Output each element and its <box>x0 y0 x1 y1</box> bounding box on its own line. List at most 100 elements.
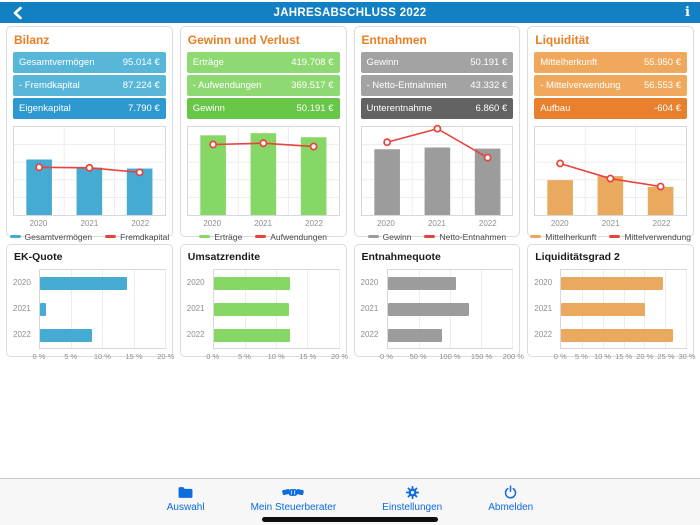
stat-value: 56.553 € <box>644 80 681 91</box>
hbar-2020 <box>213 276 290 290</box>
x-axis-years: 2020 2021 2022 <box>187 216 340 229</box>
combo-chart-svg <box>187 127 339 215</box>
info-button[interactable]: i <box>685 2 690 23</box>
stat-row-gewinn: Gewinn 50.191 € <box>186 98 340 119</box>
line-marker-2020 <box>556 159 565 168</box>
ratio-chart-title: Umsatzrendite <box>187 251 261 263</box>
ratio-chart-title: Liquiditätsgrad 2 <box>535 251 620 263</box>
ek-quote-card: EK-Quote 2020 2021 2022 0 % 5 % 10 % 15 % 20 % <box>6 244 174 361</box>
tab-label: Einstellungen <box>382 502 443 513</box>
ratio-chart-title: Entnahmequote <box>361 251 441 263</box>
stat-row-eigenkapital: Eigenkapital 7.790 € <box>13 98 166 119</box>
tab-abmelden[interactable]: Abmelden <box>488 485 533 525</box>
legend-label: Gesamtvermögen <box>24 231 93 242</box>
section-title-entnahmen: Entnahmen <box>361 33 427 47</box>
line-marker-2020 <box>382 138 391 147</box>
back-button[interactable] <box>12 2 24 23</box>
umsatzrendite-card: Umsatzrendite 2020 2021 2022 0 % 5 % 10 % 15 %… <box>179 244 348 361</box>
tick-label: 20 % <box>636 352 654 361</box>
stat-value: -604 € <box>654 103 681 114</box>
stat-label: - Fremdkapital <box>19 80 80 91</box>
stat-label: - Aufwendungen <box>192 80 262 91</box>
legend-swatch-bar <box>530 235 542 238</box>
stat-value: 419.708 € <box>291 57 334 68</box>
line-marker-2020 <box>35 163 44 172</box>
entnahmen-card: Entnahmen Gewinn 50.191 € - Netto-Entnah… <box>353 26 521 242</box>
year-label: 2022 <box>131 219 150 228</box>
entnahmequote-chart: 2020 2021 2022 0 % 50 % 100 % 150 % 200 % <box>360 269 524 361</box>
tick-label: 15 % <box>615 352 633 361</box>
ratio-plot <box>212 269 340 349</box>
power-icon <box>505 485 517 499</box>
hbar-2022 <box>213 328 290 342</box>
line-marker-2022 <box>656 182 665 191</box>
gridline <box>102 270 104 348</box>
section-title-bilanz: Bilanz <box>14 33 50 47</box>
page-title: JAHRESABSCHLUSS 2022 <box>273 6 427 19</box>
chart-legend: Gesamtvermögen Fremdkapital <box>9 229 170 244</box>
gridline <box>665 270 667 348</box>
stat-label: Aufbau <box>540 103 571 114</box>
gridline <box>512 270 514 348</box>
year-label: 2021 <box>186 303 205 313</box>
bar-2021 <box>424 147 450 215</box>
tab-einstellungen[interactable]: Einstellungen <box>382 485 442 525</box>
gridline <box>71 270 73 348</box>
stat-row-fremdkapital: - Fremdkapital 87.224 € <box>13 75 166 96</box>
line-marker-2020 <box>208 140 217 149</box>
stat-value: 369.517 € <box>291 80 334 91</box>
x-axis-ticks: 0 % 50 % 100 % 150 % 200 % <box>380 349 524 361</box>
year-label: 2020 <box>377 219 395 228</box>
stat-row-mittelherkunft: Mittelherkunft 55.950 € <box>534 52 687 73</box>
legend-swatch-line <box>255 235 267 238</box>
tick-label: 50 % <box>409 352 427 361</box>
tab-label: Auswahl <box>166 502 205 513</box>
x-axis-years: 2020 2021 2022 <box>361 216 514 229</box>
bar-2020 <box>200 135 226 215</box>
section-title-guv: Gewinn und Verlust <box>187 33 300 47</box>
year-label: 2020 <box>360 277 379 287</box>
tick-label: 10 % <box>93 352 111 361</box>
liquiditaet-combo-chart <box>534 126 687 216</box>
tab-auswahl[interactable]: Auswahl <box>167 485 205 525</box>
folder-icon <box>178 487 193 498</box>
home-indicator[interactable] <box>262 517 438 522</box>
hbar-2022 <box>40 328 92 342</box>
liquiditaet-card: Liquidität Mittelherkunft 55.950 € - Mit… <box>527 26 694 242</box>
bar-2022 <box>648 186 674 215</box>
legend-label: Gewinn <box>382 231 412 242</box>
tab-mein-steuerberater[interactable]: Mein Steuerberater <box>250 485 337 525</box>
legend-label: Fremdkapital <box>120 231 170 242</box>
tick-label: 10 % <box>267 352 285 361</box>
liquiditaetsgrad-chart: 2020 2021 2022 0 % 5 % 10 % 15 % 20 % 25 % 30 % <box>534 269 696 361</box>
bar-2021 <box>76 167 103 215</box>
dashboard-columns: Bilanz Gesamtvermögen 95.014 € - Fremdka… <box>6 26 696 361</box>
hbar-2022 <box>561 328 674 342</box>
line-marker-2022 <box>483 153 492 162</box>
tick-label: 20 % <box>330 352 349 361</box>
stat-label: Mittelherkunft <box>540 57 598 68</box>
x-axis-years: 2020 2021 2022 <box>534 216 687 229</box>
line-marker-2022 <box>309 142 318 151</box>
year-label: 2020 <box>534 277 553 287</box>
gridline <box>338 270 340 348</box>
stat-label: Unterentnahme <box>366 103 432 114</box>
x-axis-years: 2020 2021 2022 <box>13 216 166 229</box>
ratio-plot <box>39 269 166 349</box>
year-label: 2020 <box>13 277 31 287</box>
line-marker-2021 <box>432 124 441 133</box>
info-icon: i <box>685 5 690 20</box>
ratio-plot <box>386 269 514 349</box>
stat-value: 95.014 € <box>122 57 160 68</box>
gridline <box>481 270 483 348</box>
tick-label: 15 % <box>299 352 317 361</box>
gridline <box>164 270 166 348</box>
hbar-2021 <box>213 302 289 316</box>
year-label: 2020 <box>186 277 205 287</box>
tab-label: Mein Steuerberater <box>250 502 337 513</box>
year-label: 2022 <box>478 219 497 228</box>
stat-row-aufwendungen: - Aufwendungen 369.517 € <box>186 75 340 96</box>
year-label: 2020 <box>29 219 48 228</box>
y-axis-years: 2020 2021 2022 <box>187 269 213 347</box>
tick-label: 0 % <box>553 352 567 361</box>
